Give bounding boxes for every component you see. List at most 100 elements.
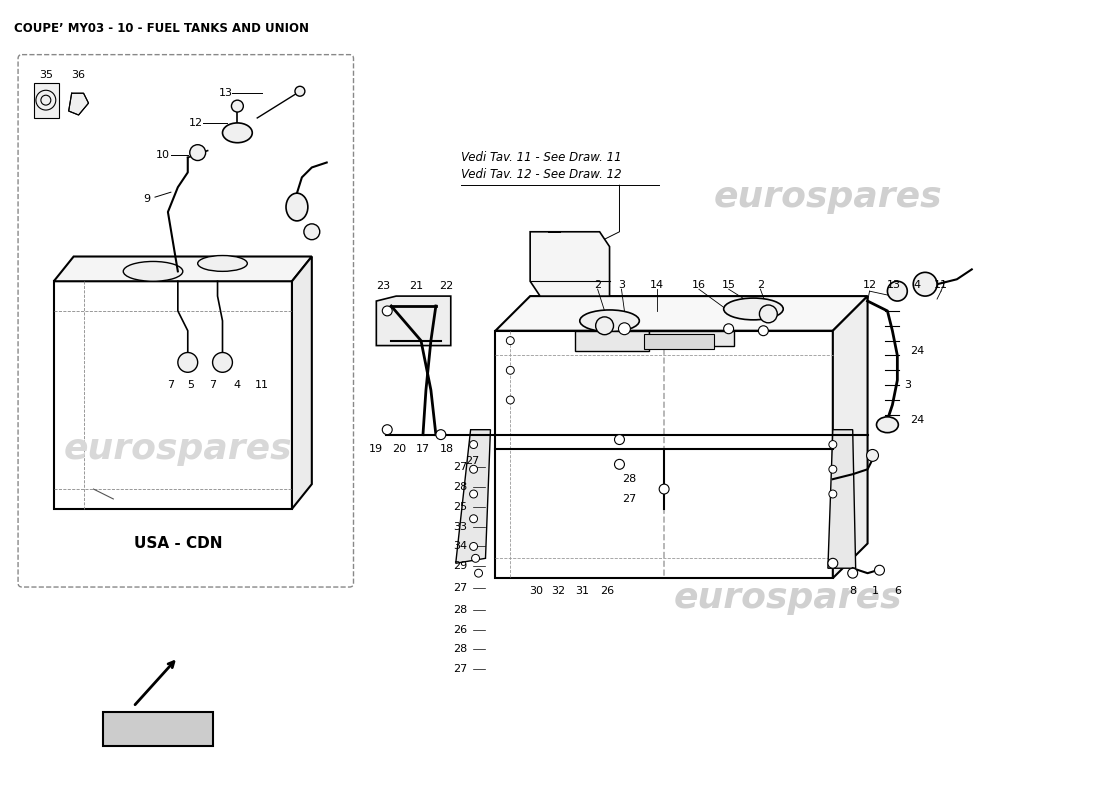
Ellipse shape	[724, 298, 783, 320]
Text: 34: 34	[453, 542, 468, 551]
Polygon shape	[828, 430, 856, 568]
Text: 26: 26	[453, 625, 468, 634]
Text: 2: 2	[594, 280, 602, 290]
Bar	[575, 330, 649, 350]
Polygon shape	[530, 232, 609, 296]
Circle shape	[295, 86, 305, 96]
Text: 4: 4	[234, 380, 241, 390]
Polygon shape	[68, 94, 88, 115]
Circle shape	[383, 425, 393, 434]
Circle shape	[212, 353, 232, 372]
Text: 11: 11	[255, 380, 270, 390]
Polygon shape	[455, 430, 491, 563]
Text: 5: 5	[187, 380, 195, 390]
Text: 35: 35	[39, 70, 53, 81]
Text: 28: 28	[453, 605, 468, 614]
Text: COUPE’ MY03 - 10 - FUEL TANKS AND UNION: COUPE’ MY03 - 10 - FUEL TANKS AND UNION	[14, 22, 309, 35]
Text: 17: 17	[416, 445, 430, 454]
Circle shape	[888, 282, 907, 301]
Ellipse shape	[198, 255, 248, 271]
Circle shape	[828, 558, 838, 568]
Circle shape	[36, 90, 56, 110]
Text: 27: 27	[453, 583, 468, 593]
Text: eurospares: eurospares	[674, 581, 902, 615]
Text: 13: 13	[887, 280, 901, 290]
Polygon shape	[495, 330, 833, 578]
Polygon shape	[34, 83, 58, 118]
Text: 24: 24	[910, 414, 924, 425]
Bar	[649, 330, 734, 346]
Text: 14: 14	[650, 280, 664, 290]
Text: 31: 31	[575, 586, 589, 596]
Circle shape	[596, 317, 614, 334]
Text: 22: 22	[439, 281, 453, 291]
Text: 28: 28	[453, 482, 468, 492]
Text: 13: 13	[219, 88, 232, 98]
Circle shape	[436, 430, 446, 439]
Text: 8: 8	[849, 586, 856, 596]
Text: 32: 32	[551, 586, 565, 596]
Text: 16: 16	[692, 280, 706, 290]
Circle shape	[874, 566, 884, 575]
Text: 6: 6	[894, 586, 901, 596]
Text: eurospares: eurospares	[714, 180, 943, 214]
Text: 21: 21	[409, 281, 424, 291]
Text: 19: 19	[370, 445, 384, 454]
Polygon shape	[376, 296, 451, 346]
Text: 26: 26	[601, 586, 615, 596]
Text: 2: 2	[757, 280, 764, 290]
Text: 11: 11	[934, 280, 948, 290]
Circle shape	[470, 441, 477, 449]
Text: 12: 12	[862, 280, 877, 290]
Polygon shape	[54, 257, 311, 282]
Text: 24: 24	[910, 346, 924, 355]
Text: 30: 30	[529, 586, 543, 596]
Polygon shape	[833, 296, 868, 578]
Text: 25: 25	[453, 502, 468, 512]
Circle shape	[758, 326, 768, 336]
Circle shape	[470, 466, 477, 474]
Text: 23: 23	[376, 281, 390, 291]
Ellipse shape	[222, 123, 252, 142]
Text: 20: 20	[392, 445, 406, 454]
Text: 10: 10	[156, 150, 170, 159]
Text: 27: 27	[623, 494, 637, 504]
Text: 29: 29	[453, 562, 468, 571]
Text: 12: 12	[188, 118, 202, 128]
Circle shape	[506, 366, 515, 374]
Circle shape	[506, 337, 515, 345]
Polygon shape	[645, 334, 714, 349]
Circle shape	[913, 272, 937, 296]
Text: 27: 27	[465, 456, 480, 466]
Ellipse shape	[286, 193, 308, 221]
Circle shape	[470, 542, 477, 550]
Circle shape	[472, 554, 480, 562]
Text: 36: 36	[72, 70, 86, 81]
Text: 7: 7	[209, 380, 216, 390]
Text: eurospares: eurospares	[64, 433, 293, 466]
Circle shape	[829, 490, 837, 498]
Circle shape	[470, 490, 477, 498]
Ellipse shape	[877, 417, 899, 433]
Text: 27: 27	[453, 462, 468, 472]
Ellipse shape	[123, 262, 183, 282]
Text: 3: 3	[904, 380, 911, 390]
Circle shape	[383, 306, 393, 316]
Text: 28: 28	[623, 474, 637, 484]
Circle shape	[178, 353, 198, 372]
Circle shape	[829, 466, 837, 474]
Circle shape	[829, 441, 837, 449]
Text: Vedi Tav. 12 - See Draw. 12: Vedi Tav. 12 - See Draw. 12	[461, 169, 622, 182]
Text: 27: 27	[453, 664, 468, 674]
Circle shape	[659, 484, 669, 494]
Text: 9: 9	[143, 194, 151, 204]
FancyBboxPatch shape	[18, 54, 353, 587]
Text: 15: 15	[722, 280, 736, 290]
Polygon shape	[292, 257, 311, 509]
Text: 1: 1	[872, 586, 879, 596]
Circle shape	[615, 459, 625, 470]
Text: 18: 18	[440, 445, 454, 454]
Text: 7: 7	[167, 380, 175, 390]
Circle shape	[867, 450, 879, 462]
Circle shape	[470, 514, 477, 522]
